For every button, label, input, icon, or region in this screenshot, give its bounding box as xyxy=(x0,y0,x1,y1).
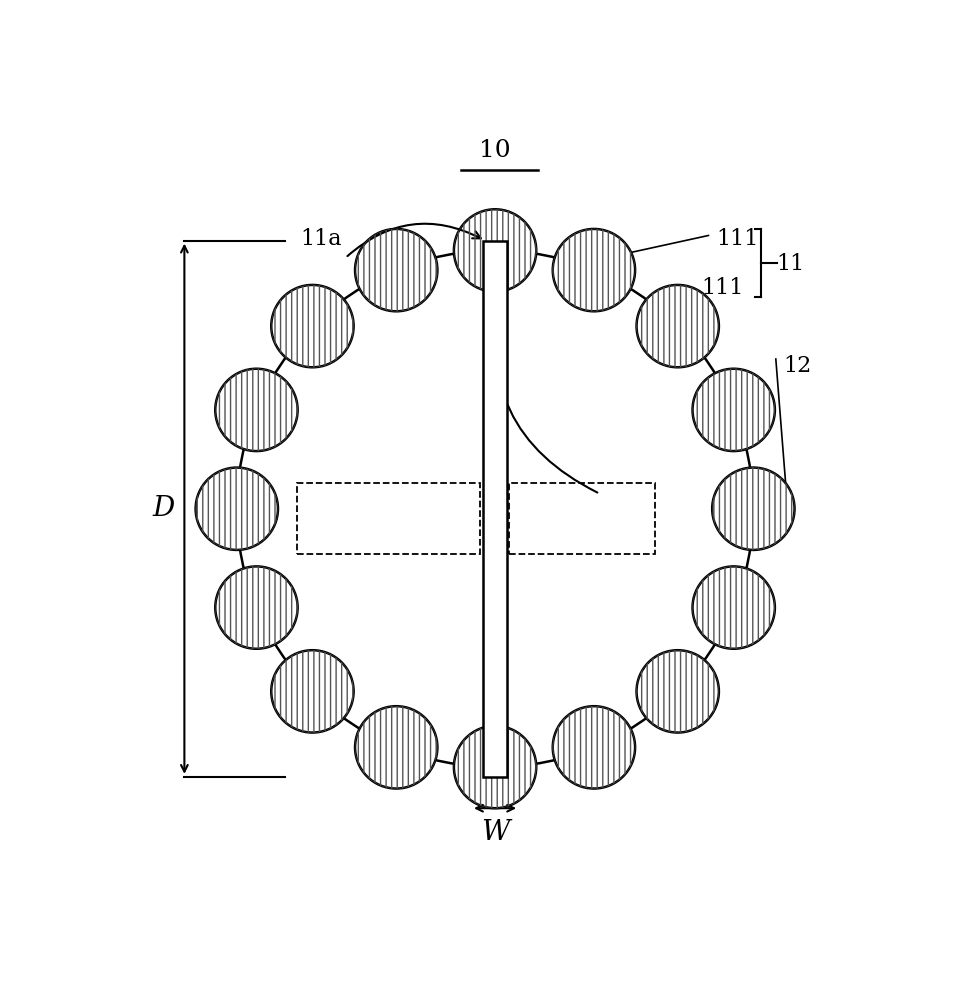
Circle shape xyxy=(271,650,354,733)
Text: 11: 11 xyxy=(776,253,804,275)
Circle shape xyxy=(637,650,719,733)
Circle shape xyxy=(693,566,775,649)
Circle shape xyxy=(355,229,438,311)
Circle shape xyxy=(215,566,298,649)
Text: W: W xyxy=(481,819,509,846)
Circle shape xyxy=(637,285,719,367)
Circle shape xyxy=(553,229,635,311)
Text: 11a: 11a xyxy=(300,228,342,250)
Text: 10: 10 xyxy=(479,139,511,162)
Text: 111: 111 xyxy=(716,228,758,250)
Bar xyxy=(297,483,480,554)
Bar xyxy=(483,241,507,777)
Circle shape xyxy=(215,369,298,451)
Circle shape xyxy=(454,209,536,292)
Text: D: D xyxy=(153,495,175,522)
Bar xyxy=(508,483,655,554)
Circle shape xyxy=(553,706,635,789)
Circle shape xyxy=(271,285,354,367)
Circle shape xyxy=(237,250,753,767)
Circle shape xyxy=(693,369,775,451)
Circle shape xyxy=(712,468,794,550)
Circle shape xyxy=(355,706,438,789)
Circle shape xyxy=(195,468,278,550)
Text: 12: 12 xyxy=(783,355,811,377)
Text: 111: 111 xyxy=(701,277,743,299)
Circle shape xyxy=(454,726,536,808)
